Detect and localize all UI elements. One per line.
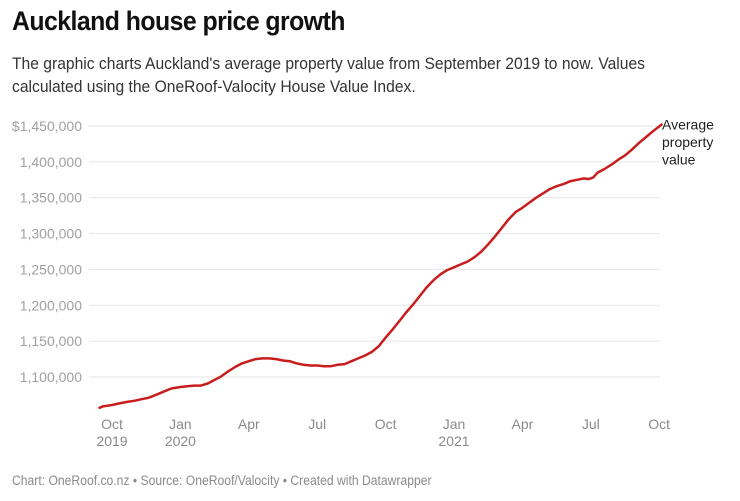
series-label-line: property	[662, 134, 713, 150]
gridlines	[89, 125, 660, 378]
x-tick-label: Oct	[648, 416, 670, 432]
x-tick-label: Oct	[101, 416, 123, 432]
series-label-line: value	[662, 152, 696, 168]
y-tick-label: 1,150,000	[20, 333, 82, 349]
x-tick-label: Oct	[375, 416, 397, 432]
x-tick-label: Jul	[582, 416, 600, 432]
chart-footer: Chart: OneRoof.co.nz • Source: OneRoof/V…	[12, 473, 432, 488]
series-label-line: Average	[662, 117, 714, 133]
x-tick-label: Jan	[169, 416, 192, 432]
y-tick-label: 1,250,000	[20, 261, 82, 277]
y-tick-label: $1,450,000	[12, 118, 82, 134]
y-tick-label: 1,300,000	[20, 226, 82, 242]
x-tick-year-label: 2019	[96, 433, 127, 449]
y-tick-label: 1,200,000	[20, 297, 82, 313]
x-tick-label: Apr	[238, 416, 260, 432]
series-line-average-property-value	[98, 123, 663, 410]
series-layer	[98, 123, 663, 410]
x-tick-label: Jul	[308, 416, 326, 432]
chart-subtitle: The graphic charts Auckland's average pr…	[12, 54, 646, 96]
x-tick-label: Jan	[443, 416, 466, 432]
y-axis-ticks: $1,450,000 1,400,000 1,350,000 1,300,000 1,2…	[12, 118, 82, 385]
y-tick-label: 1,400,000	[20, 154, 82, 170]
x-tick-label: Apr	[512, 416, 534, 432]
y-tick-label: 1,350,000	[20, 190, 82, 206]
x-tick-year-label: 2021	[438, 433, 469, 449]
chart-title: Auckland house price growth	[12, 6, 345, 36]
x-tick-year-label: 2020	[165, 433, 196, 449]
y-tick-label: 1,100,000	[20, 369, 82, 385]
